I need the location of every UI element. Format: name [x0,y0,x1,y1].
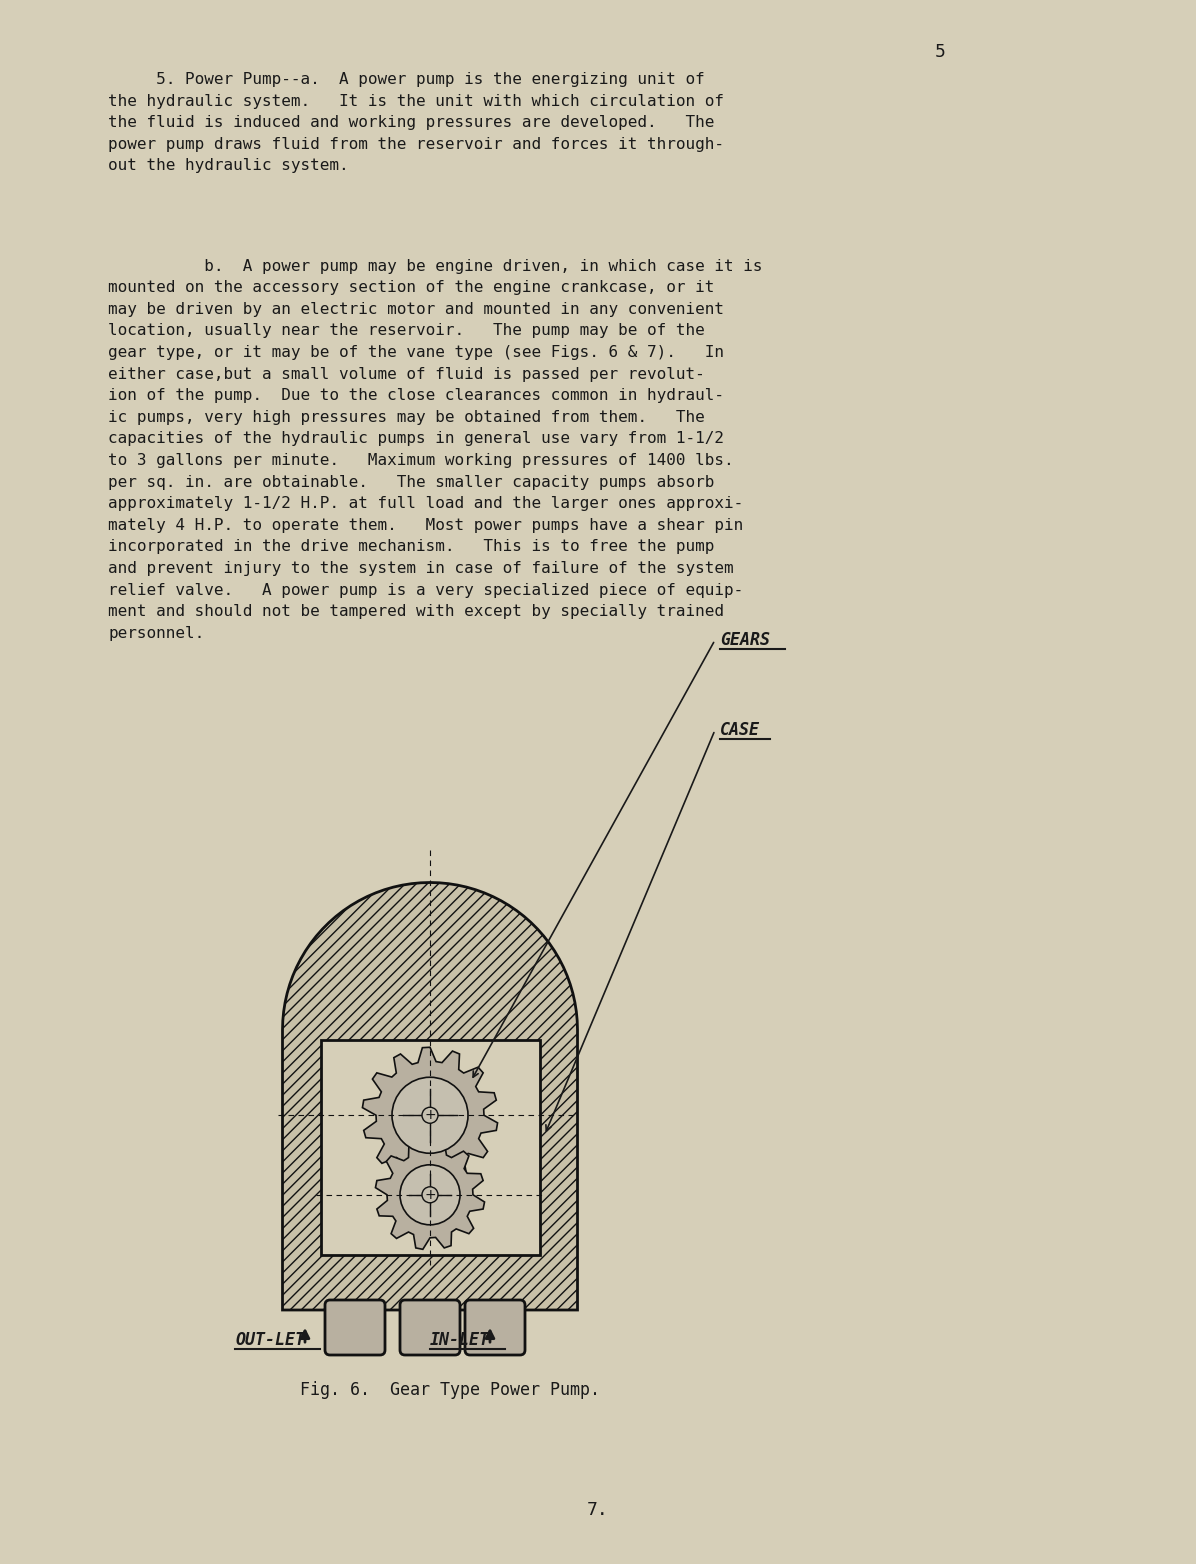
Bar [321,1040,539,1254]
Text: CASE: CASE [720,721,759,740]
Text: b.  A power pump may be engine driven, in which case it is
mounted on the access: b. A power pump may be engine driven, in… [108,258,763,641]
Text: 5. Power Pump--a.  A power pump is the energizing unit of
the hydraulic system. : 5. Power Pump--a. A power pump is the en… [108,72,724,174]
Polygon shape [362,1048,498,1184]
Circle shape [422,1107,438,1123]
FancyBboxPatch shape [399,1300,460,1354]
Text: OUT-LET: OUT-LET [234,1331,305,1350]
Text: +: + [425,1109,435,1123]
Text: 7.: 7. [587,1501,609,1519]
Text: GEARS: GEARS [720,630,770,649]
Text: IN-LET: IN-LET [431,1331,490,1350]
Circle shape [422,1187,438,1203]
Polygon shape [376,1140,484,1250]
FancyBboxPatch shape [325,1300,385,1354]
Circle shape [392,1078,468,1153]
Polygon shape [282,882,578,1311]
FancyBboxPatch shape [465,1300,525,1354]
Circle shape [399,1165,460,1225]
Text: Fig. 6.  Gear Type Power Pump.: Fig. 6. Gear Type Power Pump. [300,1381,600,1400]
Text: 5: 5 [934,42,945,61]
Text: +: + [425,1187,435,1201]
